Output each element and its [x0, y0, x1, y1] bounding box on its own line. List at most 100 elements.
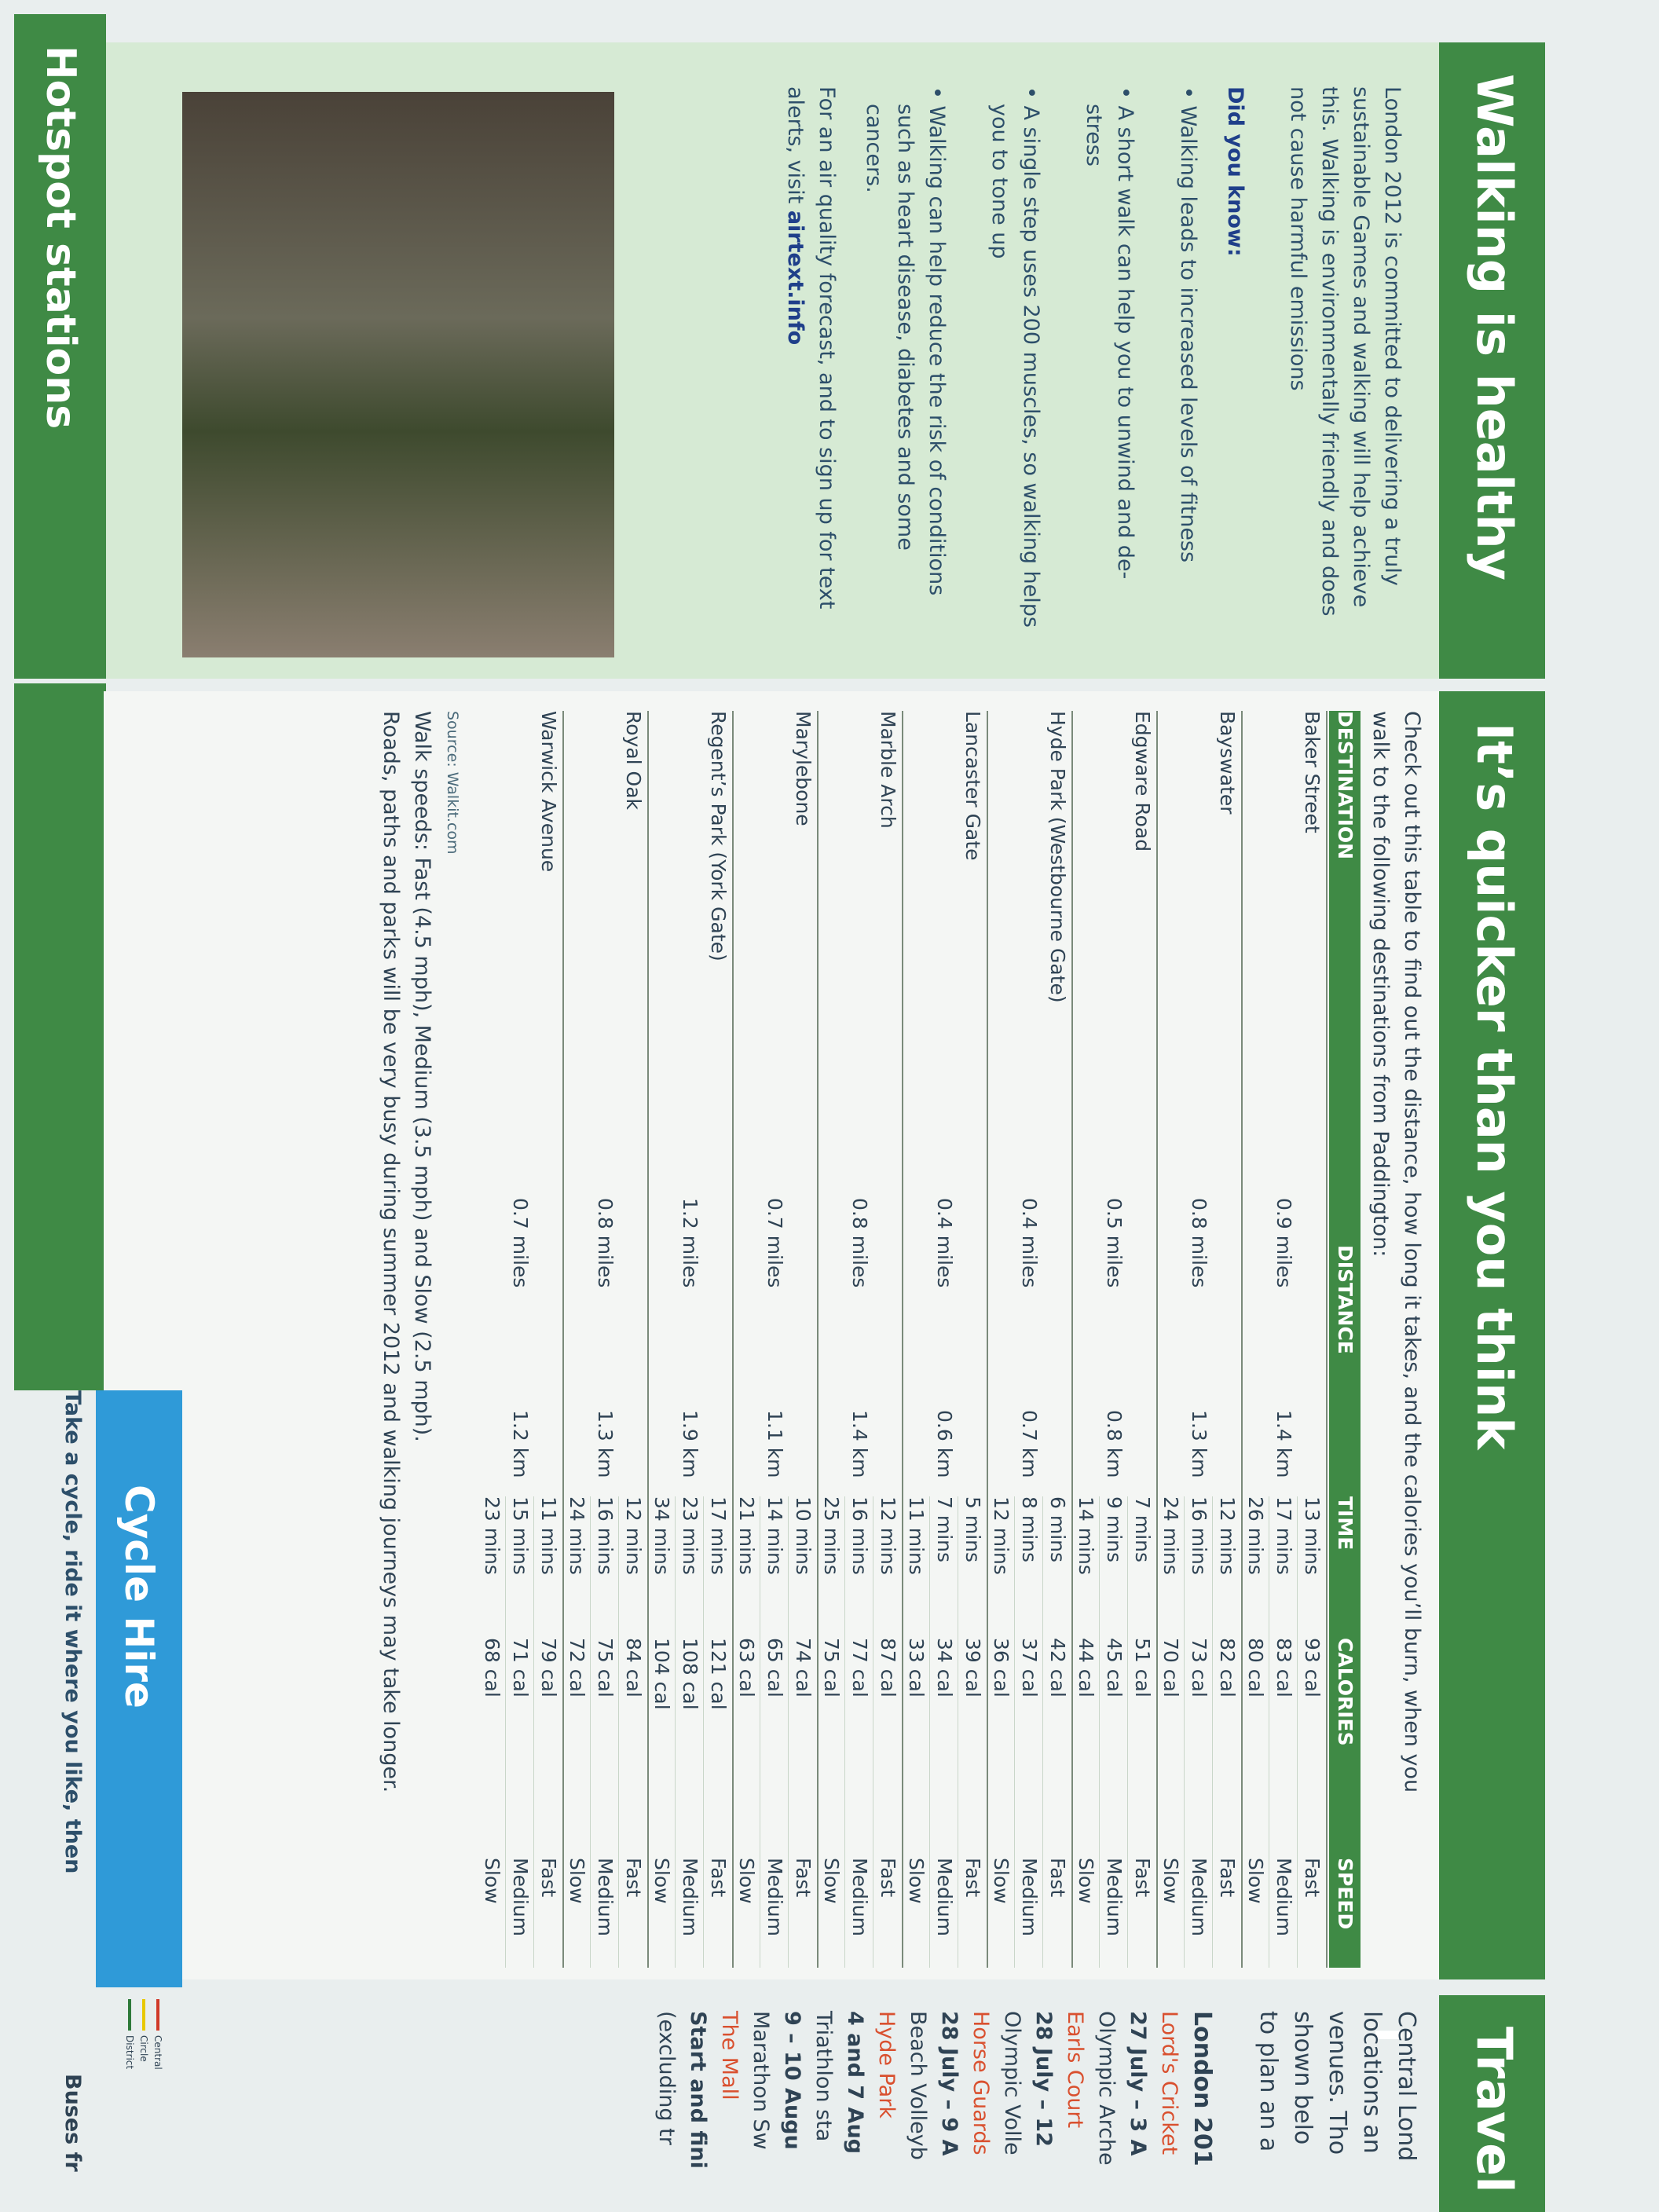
calories: 75 cal	[820, 1638, 843, 1697]
row-divider	[902, 711, 903, 1968]
bullet: • Walking leads to increased levels of f…	[1176, 86, 1200, 563]
venue-event: Beach Volleyb	[906, 2011, 930, 2160]
travel-line: Central Lond	[1393, 2011, 1420, 2162]
calories: 80 cal	[1244, 1638, 1267, 1697]
speed: Slow	[481, 1858, 504, 1904]
row-divider	[1156, 711, 1158, 1968]
speed: Slow	[735, 1858, 758, 1904]
time: 24 mins	[566, 1496, 588, 1575]
distance-miles: 0.8 miles	[1188, 1198, 1210, 1288]
destination: Marble Arch	[877, 711, 899, 829]
walking-title: Walking is healthy	[1439, 42, 1545, 679]
travel-line: locations an	[1358, 2011, 1386, 2154]
time: 14 mins	[764, 1496, 786, 1575]
time: 21 mins	[735, 1496, 758, 1575]
speed: Fast	[537, 1858, 560, 1898]
row-divider	[987, 711, 988, 1968]
table-header: SPEED	[1334, 1858, 1357, 1930]
legend-swatch	[156, 1999, 159, 2031]
speed: Fast	[707, 1858, 730, 1898]
speed: Fast	[961, 1858, 984, 1898]
calories: 65 cal	[764, 1638, 786, 1697]
bullets: • Walking leads to increased levels of f…	[826, 86, 1203, 628]
legend-swatch	[128, 1999, 131, 2031]
did-you-know: Did you know:	[1223, 86, 1247, 257]
time: 5 mins	[961, 1496, 984, 1563]
distance-km: 0.7 km	[1018, 1410, 1041, 1478]
legend-label: District	[124, 2035, 135, 2070]
distance-km: 1.4 km	[848, 1410, 871, 1478]
calories: 75 cal	[594, 1638, 617, 1697]
row-divider	[817, 711, 819, 1968]
speed: Fast	[792, 1858, 815, 1898]
destination: Hyde Park (Westbourne Gate)	[1046, 711, 1069, 1003]
speed: Slow	[1075, 1858, 1097, 1904]
time: 34 mins	[650, 1496, 673, 1575]
distance-km: 1.3 km	[1188, 1410, 1210, 1478]
time: 17 mins	[707, 1496, 730, 1575]
row-divider	[1326, 711, 1328, 1968]
travel-line: shown belo	[1289, 2011, 1317, 2145]
calories: 70 cal	[1159, 1638, 1182, 1697]
time: 12 mins	[622, 1496, 645, 1575]
calories: 77 cal	[848, 1638, 871, 1697]
venue-event: Olympic Arche	[1094, 2011, 1119, 2166]
destination: Bayswater	[1216, 711, 1239, 815]
calories: 33 cal	[905, 1638, 928, 1697]
calories: 74 cal	[792, 1638, 815, 1697]
row-divider	[562, 711, 564, 1968]
calories: 121 cal	[707, 1638, 730, 1710]
calories: 37 cal	[1018, 1638, 1041, 1697]
time: 24 mins	[1159, 1496, 1182, 1575]
table-header: DESTINATION	[1334, 711, 1357, 860]
calories: 51 cal	[1131, 1638, 1154, 1697]
calories: 82 cal	[1216, 1638, 1239, 1697]
bullet: • A short walk can help you to unwind an…	[1082, 86, 1137, 580]
legend-label: Central	[152, 2035, 163, 2070]
distance-miles: 1.2 miles	[679, 1198, 701, 1288]
calories: 68 cal	[481, 1638, 504, 1697]
calories: 73 cal	[1188, 1638, 1210, 1697]
calories: 72 cal	[566, 1638, 588, 1697]
legend-row: District	[124, 1999, 135, 2156]
row-divider	[647, 711, 649, 1968]
speed: Fast	[1046, 1858, 1069, 1898]
speed: Slow	[990, 1858, 1013, 1904]
venue-event: Olympic Volle	[1000, 2011, 1024, 2155]
calories: 39 cal	[961, 1638, 984, 1697]
distance-miles: 0.4 miles	[1018, 1198, 1041, 1288]
venue-dates: 27 July – 3 A	[1126, 2011, 1150, 2156]
table-panel	[104, 691, 1439, 1979]
venue-event: Marathon Sw	[749, 2011, 773, 2150]
quicker-title: It’s quicker than you think	[1439, 691, 1545, 1979]
time: 23 mins	[481, 1496, 504, 1575]
calories: 104 cal	[650, 1638, 673, 1710]
venue-name: Hyde Park	[874, 2011, 899, 2119]
venue-dates: Start and fini	[686, 2011, 710, 2169]
time: 25 mins	[820, 1496, 843, 1575]
destination: Royal Oak	[622, 711, 645, 811]
time: 12 mins	[990, 1496, 1013, 1575]
legend-swatch	[142, 1999, 145, 2031]
bullet: • Walking can help reduce the risk of co…	[862, 86, 949, 596]
time: 12 mins	[1216, 1496, 1239, 1575]
time: 16 mins	[1188, 1496, 1210, 1575]
venue-dates: 9 – 10 Augu	[780, 2011, 804, 2150]
speed: Fast	[1301, 1858, 1324, 1898]
time: 6 mins	[1046, 1496, 1069, 1563]
speed: Slow	[820, 1858, 843, 1904]
distance-miles: 0.7 miles	[764, 1198, 786, 1288]
time: 7 mins	[933, 1496, 956, 1563]
walking-intro: London 2012 is committed to delivering a…	[1286, 86, 1404, 617]
venue-dates: 28 July – 12	[1031, 2011, 1056, 2147]
venue-name: Lord's Cricket	[1157, 2011, 1181, 2155]
distance-miles: 0.8 miles	[848, 1198, 871, 1288]
air-text-body: For an air quality forecast, and to sign…	[783, 86, 839, 610]
calories: 108 cal	[679, 1638, 701, 1710]
air-text: For an air quality forecast, and to sign…	[779, 86, 842, 628]
photo	[182, 92, 614, 657]
travel-text: Central Lond locations an venues. Tho shown…	[650, 2011, 1423, 2212]
air-link[interactable]: airtext.info	[783, 210, 808, 346]
